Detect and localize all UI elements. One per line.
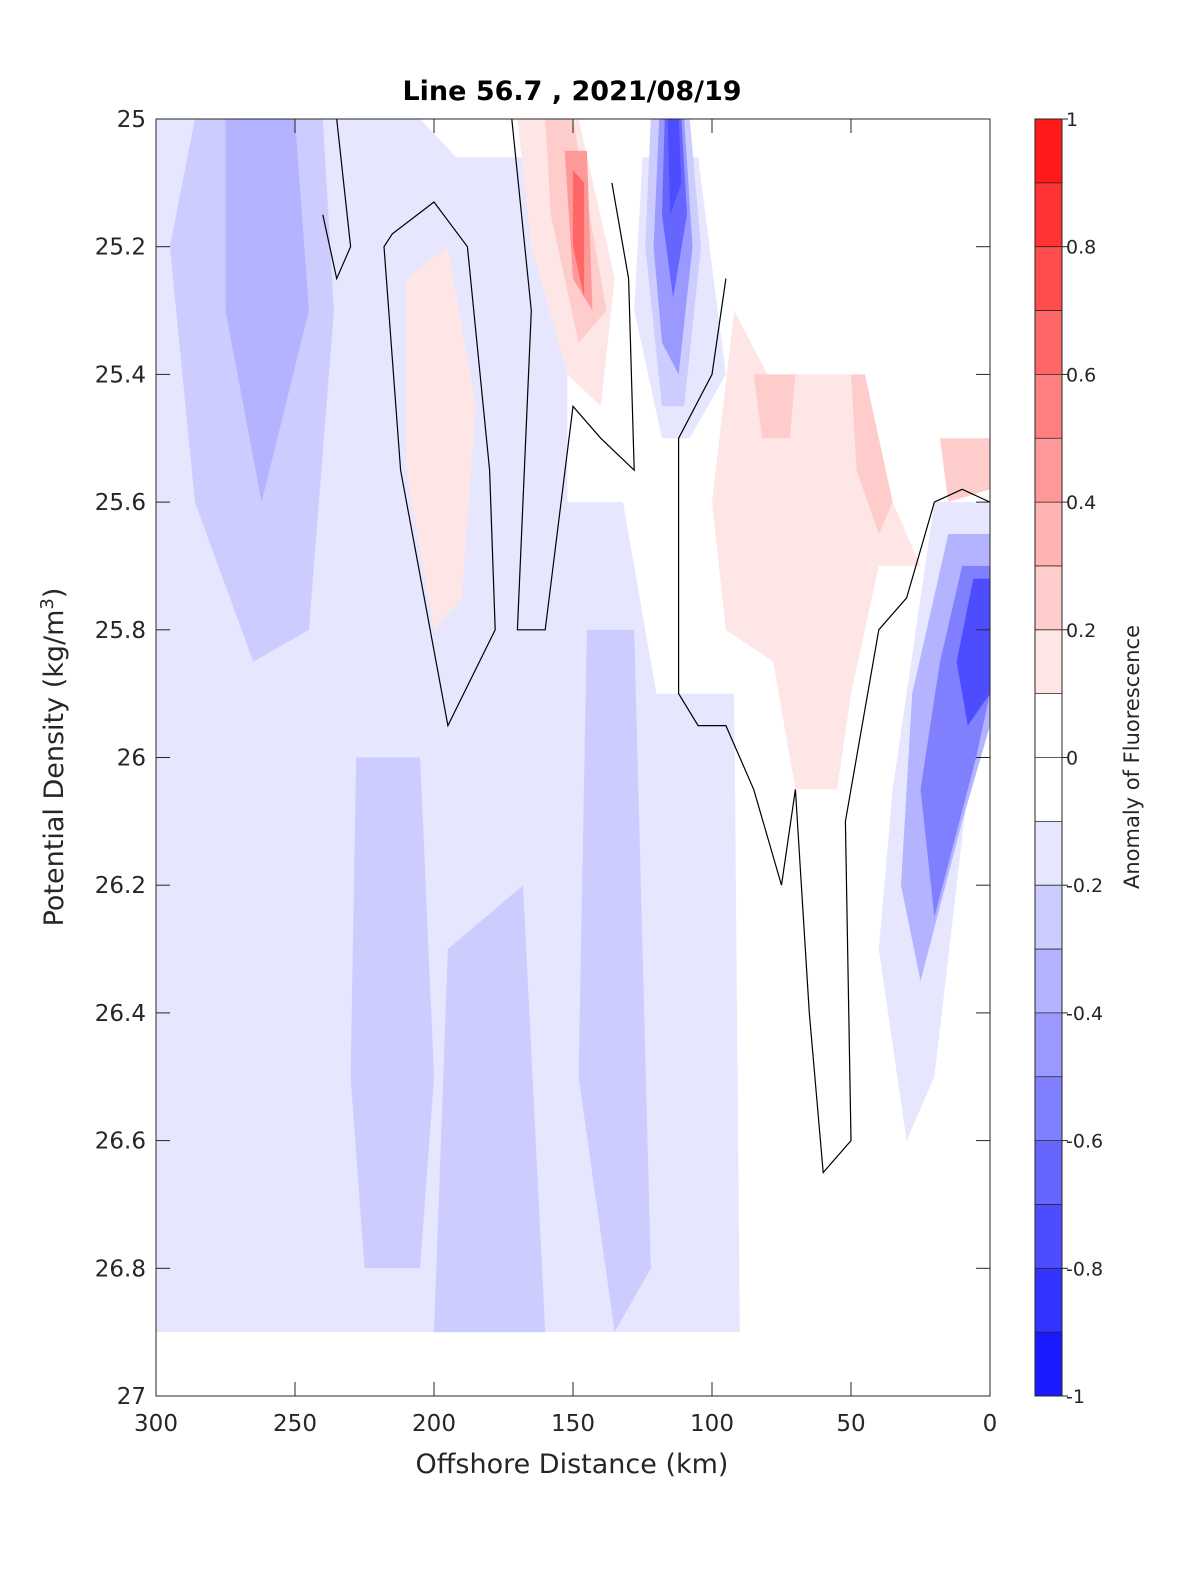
colorbar-bin-20 [1035,1332,1062,1397]
y-tick-label-25.4: 25.4 [95,362,146,388]
y-tick-label-26.8: 26.8 [95,1256,146,1282]
contour-region-24 [956,578,990,726]
colorbar-bin-18 [1035,1204,1062,1269]
y-tick-label-26.2: 26.2 [95,873,146,899]
colorbar-bin-17 [1035,1140,1062,1205]
colorbar-bin-16 [1035,1076,1062,1142]
colorbar-tick-label-0: 0 [1066,748,1078,770]
x-tick-label-250: 250 [273,1411,317,1437]
zero-contour-lines [322,119,990,1174]
colorbar-tick-label-0.8: 0.8 [1066,237,1096,259]
zero-contour-4 [677,278,990,1174]
colorbar-bin-2 [1035,182,1062,248]
colorbar-title: Anomaly of Fluorescence [1120,625,1144,889]
colorbar-bin-6 [1035,438,1062,503]
contour-region-5 [434,885,546,1333]
colorbar-bin-13 [1035,885,1062,950]
x-tick-label-150: 150 [551,1411,595,1437]
x-tick-label-0: 0 [983,1411,998,1437]
y-axis: 25 25.2 25.4 25.6 25.8 26 26.2 26.4 26.6 26.8 27 [95,107,990,1410]
y-axis-title-superscript: 3 [37,598,58,609]
contour-region-10 [662,119,687,298]
colorbar-tick-label-0.6: 0.6 [1066,364,1096,386]
contour-region-4 [350,757,434,1269]
contour-region-18 [753,374,796,439]
y-tick-label-25.8: 25.8 [95,618,146,644]
contour-region-20 [940,438,990,503]
y-tick-label-25.2: 25.2 [95,235,146,261]
colorbar-bin-14 [1035,949,1062,1014]
chart-title: Line 56.7 , 2021/08/19 [402,76,741,107]
colorbar-bin-8 [1035,565,1062,631]
contour-region-11 [667,119,682,215]
contour-region-3 [225,119,309,503]
zero-contour-2 [383,201,496,728]
colorbar-bin-4 [1035,310,1062,375]
y-tick-label-25.6: 25.6 [95,490,146,516]
colorbar-bin-1 [1035,119,1062,184]
colorbar-bin-15 [1035,1012,1062,1078]
x-axis-title: Offshore Distance (km) [416,1449,729,1480]
contour-region-16 [406,246,476,630]
colorbar-tick-label-0.4: 0.4 [1066,492,1096,514]
y-axis-title: Potential Density (kg/m3) [37,588,70,927]
x-tick-label-50: 50 [836,1411,865,1437]
colorbar-bin-11 [1035,757,1062,822]
y-tick-label-26: 26 [117,746,146,772]
plot-area [156,119,990,1396]
colorbar-tick-label--0.2: -0.2 [1066,875,1103,897]
colorbar-tick-label--1: -1 [1066,1386,1085,1408]
zero-contour-3 [511,119,635,631]
colorbar-tick-label--0.4: -0.4 [1066,1003,1103,1025]
colorbar-tick-label-0.2: 0.2 [1066,620,1096,642]
colorbar-bin-10 [1035,693,1062,758]
contour-region-19 [851,374,893,534]
colorbar-bin-5 [1035,374,1062,439]
y-tick-label-26.4: 26.4 [95,1001,146,1027]
x-tick-label-300: 300 [134,1411,178,1437]
colorbar-bin-3 [1035,246,1062,312]
x-axis: 300 250 200 150 100 50 0 [134,119,997,1437]
colorbar-tick-label-1: 1 [1066,109,1078,131]
x-tick-label-100: 100 [690,1411,734,1437]
contour-region-6 [578,629,651,1333]
contour-region-15 [573,170,585,298]
colorbar-bin-7 [1035,502,1062,567]
x-tick-label-200: 200 [412,1411,456,1437]
colorbar-ticks: 1 0.8 0.6 0.4 0.2 0 -0.2 -0.4 -0.6 -0.8 -1 [1062,109,1103,1408]
colorbar-bin-12 [1035,821,1062,886]
colorbar-bin-9 [1035,629,1062,695]
y-tick-label-25: 25 [117,107,146,133]
colorbar-tick-label--0.6: -0.6 [1066,1131,1103,1153]
colorbar [1035,119,1062,1397]
colorbar-tick-label--0.8: -0.8 [1066,1258,1103,1280]
y-axis-title-main: Potential Density (kg/m [39,610,70,927]
colorbar-bin-19 [1035,1268,1062,1333]
y-tick-label-27: 27 [117,1384,146,1410]
y-axis-title-end: ) [39,588,70,599]
zero-contour-1 [322,119,352,281]
y-tick-label-26.6: 26.6 [95,1129,146,1155]
